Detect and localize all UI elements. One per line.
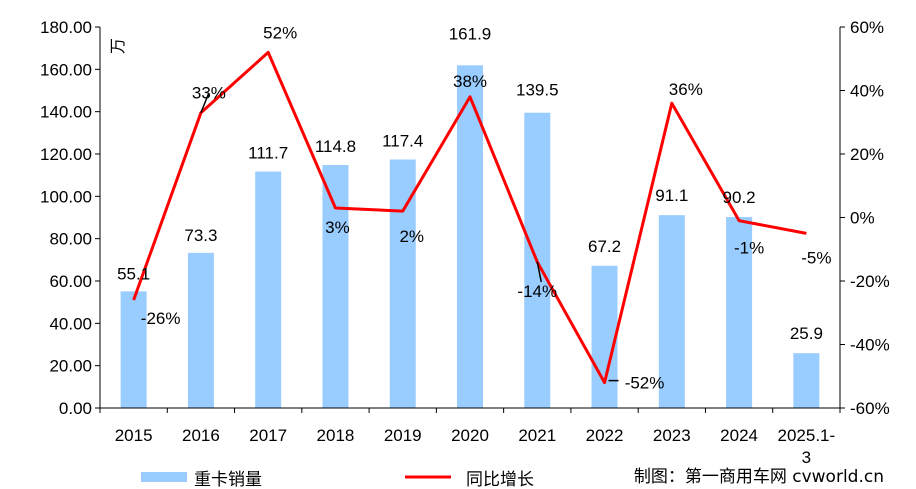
bar-2024 [726, 217, 753, 408]
right-tick-label: -40% [850, 336, 890, 355]
x-tick-label-2020: 2020 [451, 426, 489, 445]
x-tick-label-2015: 2015 [115, 426, 153, 445]
bar-2016 [187, 252, 214, 408]
x-tick-label-2021: 2021 [518, 426, 556, 445]
source-credit: 制图：第一商用车网 cvworld.cn [634, 467, 884, 487]
growth-label-2019: 2% [399, 227, 424, 246]
bar-2019 [389, 159, 416, 408]
left-tick-label: 60.00 [49, 272, 92, 291]
bar-2023 [658, 215, 685, 408]
bar-label-2018: 114.8 [315, 137, 356, 156]
left-axis-unit: 万 [108, 38, 127, 54]
bar-label-2023: 91.1 [655, 186, 688, 205]
x-tick-label-2025.1-3: 2025.1-3 [778, 426, 836, 467]
bar-label-2024: 90.2 [723, 188, 756, 207]
bar-2015 [120, 291, 147, 408]
right-tick-label: -60% [850, 399, 890, 418]
label-leader-line [536, 261, 543, 283]
left-tick-label: 140.00 [40, 103, 92, 122]
legend-label-growth: 同比增长 [466, 470, 534, 489]
left-tick-label: 160.00 [40, 60, 92, 79]
growth-label-2023: 36% [669, 80, 703, 99]
growth-label-2021: -14% [517, 282, 557, 301]
legend-swatch-sales [141, 472, 187, 482]
left-tick-label: 100.00 [40, 187, 92, 206]
legend-label-sales: 重卡销量 [194, 470, 262, 489]
bar-2020 [457, 65, 483, 408]
legend: 重卡销量 同比增长 [141, 470, 534, 489]
bar-2017 [255, 171, 282, 408]
x-tick-label-2019: 2019 [384, 426, 422, 445]
bar-label-2016: 73.3 [184, 226, 217, 245]
left-tick-label: 0.00 [59, 399, 92, 418]
bar-label-2015: 55.1 [117, 264, 150, 283]
right-tick-label: -20% [850, 272, 890, 291]
bar-2018 [322, 165, 349, 408]
x-tick-label-2022: 2022 [586, 426, 624, 445]
label-leader-line [200, 92, 210, 114]
growth-label-2020: 38% [453, 72, 487, 91]
bar-2025.1-3 [793, 353, 820, 408]
left-tick-label: 180.00 [40, 18, 92, 37]
left-tick-label: 40.00 [49, 314, 92, 333]
growth-label-2025.1-3: -5% [801, 248, 831, 267]
growth-line [132, 50, 807, 385]
bar-label-2025.1-3: 25.9 [790, 324, 823, 343]
growth-label-2015: -26% [141, 309, 181, 328]
x-tick-label-2023: 2023 [653, 426, 691, 445]
right-tick-label: 0% [850, 209, 875, 228]
left-tick-label: 120.00 [40, 145, 92, 164]
axes-layer: 0.00 20.00 40.00 60.00 80.00 100.00 120.00 140.… [40, 18, 890, 467]
left-tick-label: 20.00 [49, 357, 92, 376]
growth-label-2024: -1% [734, 239, 764, 258]
x-tick-label-2016: 2016 [182, 426, 220, 445]
right-tick-label: 60% [850, 18, 884, 37]
x-tick-label-2018: 2018 [317, 426, 355, 445]
growth-label-2017: 52% [263, 23, 297, 42]
data-labels-layer: 55.1 73.3 111.7 114.8 117.4 161.9 139.5 67.2 91.… [117, 23, 831, 392]
growth-label-2022: -52% [625, 374, 665, 393]
left-tick-label: 80.00 [49, 230, 92, 249]
x-tick-label-2024: 2024 [720, 426, 758, 445]
bar-label-2019: 117.4 [382, 132, 423, 151]
growth-label-2018: 3% [325, 218, 350, 237]
growth-line-layer [132, 50, 807, 385]
bar-label-2020: 161.9 [449, 24, 492, 43]
bar-label-2022: 67.2 [588, 237, 621, 256]
bar-2022 [591, 265, 618, 408]
right-tick-label: 20% [850, 145, 884, 164]
bar-label-2021: 139.5 [516, 81, 559, 100]
right-tick-label: 40% [850, 82, 884, 101]
bar-label-2017: 111.7 [248, 144, 288, 163]
bars-layer [120, 65, 820, 408]
x-tick-label-2017: 2017 [249, 426, 287, 445]
